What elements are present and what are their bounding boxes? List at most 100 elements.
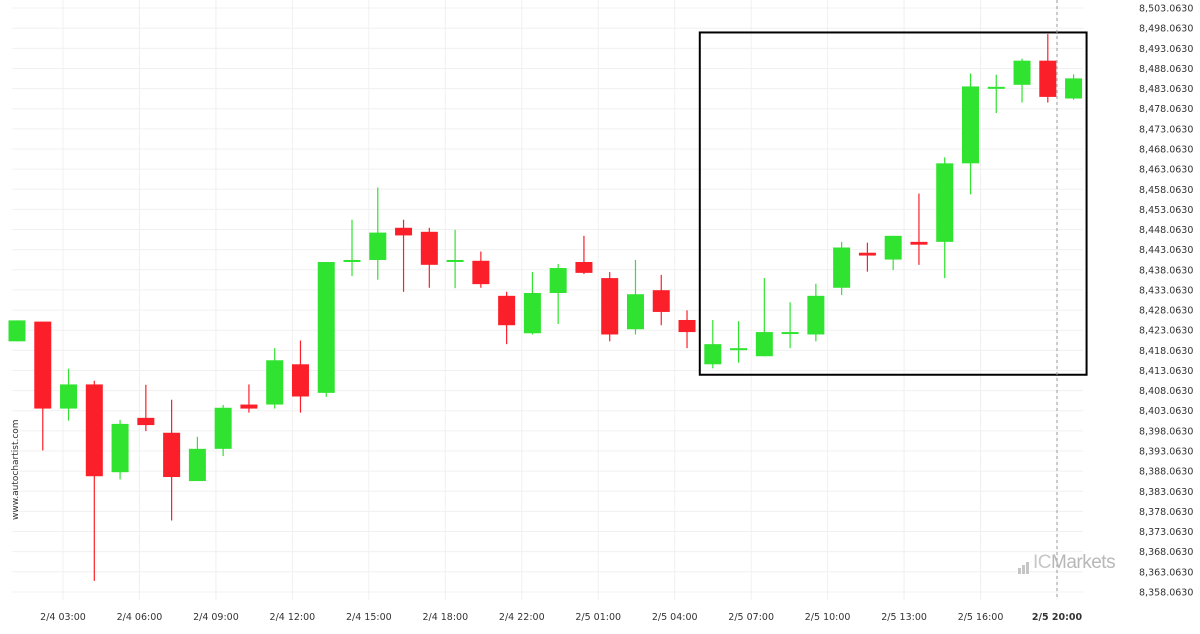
brand-ic: IC [1033,552,1052,573]
candle-body [85,384,103,477]
y-tick-label: 8,408.0630 [1139,386,1193,397]
candle [936,157,954,279]
candle-body [987,86,1005,89]
x-tick-label: 2/4 03:00 [40,612,86,623]
x-tick-label: 2/5 01:00 [575,612,621,623]
y-axis: 8,503.0630 8,498.0630 8,493.0630 8,488.0630… [1139,4,1193,599]
y-tick-label: 8,438.0630 [1139,265,1193,276]
y-tick-label: 8,473.0630 [1139,124,1193,135]
candle-body [317,261,335,393]
candle [910,193,928,265]
x-tick-label: 2/4 18:00 [422,612,468,623]
x-axis: 2/4 03:00 2/4 06:00 2/4 09:00 2/4 12:00 2/4 … [40,612,1082,623]
candle [523,272,541,335]
candle-body [395,227,413,236]
candle-body [137,417,155,426]
candle-body [369,232,387,260]
candle-body [601,278,619,335]
candle-body [678,319,696,333]
y-tick-label: 8,403.0630 [1139,406,1193,417]
candle-body [730,348,748,351]
candle [34,321,52,451]
candle-body [936,163,954,242]
y-tick-label: 8,368.0630 [1139,547,1193,558]
x-tick-label: 2/5 07:00 [728,612,774,623]
candle-body [8,320,26,342]
candle-body [1065,78,1083,99]
candle [961,73,979,195]
overlays [698,0,1088,600]
candle-body [807,295,825,335]
y-tick-label: 8,483.0630 [1139,84,1193,95]
y-tick-label: 8,398.0630 [1139,426,1193,437]
x-tick-label: 2/4 12:00 [270,612,316,623]
candle [111,419,129,480]
candle [1013,58,1031,103]
candle [343,219,361,277]
grid-lines [12,0,1083,600]
candle [833,241,851,296]
candle [652,274,670,326]
candle-body [781,332,799,335]
candle-body [704,344,722,365]
y-tick-label: 8,373.0630 [1139,527,1193,538]
bars-icon [1018,552,1030,574]
y-tick-label: 8,458.0630 [1139,185,1193,196]
candle [704,319,722,369]
candle-body [1013,60,1031,85]
candle-body [111,423,129,473]
candle-body [214,407,232,449]
candle-body [188,448,206,482]
y-tick-label: 8,428.0630 [1139,306,1193,317]
candle-body [833,247,851,288]
x-tick-label: 2/4 06:00 [117,612,163,623]
y-tick-label: 8,418.0630 [1139,346,1193,357]
icmarkets-logo: ICMarkets [1018,552,1116,574]
x-tick-label: 2/5 16:00 [958,612,1004,623]
y-tick-label: 8,463.0630 [1139,165,1193,176]
x-tick-label: 2/5 04:00 [652,612,698,623]
candle [317,261,335,397]
x-tick-label: 2/5 20:00 [1032,612,1083,623]
candle [8,320,26,342]
y-tick-label: 8,488.0630 [1139,64,1193,75]
candle-body [858,252,876,256]
x-tick-label: 2/4 15:00 [346,612,392,623]
y-tick-label: 8,433.0630 [1139,285,1193,296]
candle-body [652,290,670,312]
pattern-highlight-box [698,31,1088,376]
y-tick-label: 8,493.0630 [1139,44,1193,55]
candle-body [34,321,52,409]
candle [858,242,876,272]
candle-body [240,404,258,409]
candle [446,229,464,289]
x-tick-label: 2/5 13:00 [881,612,927,623]
y-tick-label: 8,393.0630 [1139,447,1193,458]
candle [884,235,902,271]
candle-body [446,259,464,262]
candle-body [420,231,438,265]
y-tick-label: 8,413.0630 [1139,366,1193,377]
x-tick-label: 2/4 09:00 [193,612,239,623]
candle [395,219,413,292]
candle-body [575,261,593,273]
candle-body [910,241,928,245]
y-tick-label: 8,443.0630 [1139,245,1193,256]
candle [498,291,516,345]
candles [8,34,1083,581]
candle-body [523,293,541,334]
y-tick-label: 8,453.0630 [1139,205,1193,216]
y-tick-label: 8,478.0630 [1139,104,1193,115]
candle [266,348,284,409]
candle [755,278,773,357]
y-tick-label: 8,363.0630 [1139,567,1193,578]
autochartist-watermark: www.autochartist.com [11,419,21,520]
candle [214,404,232,457]
candle [472,251,490,288]
x-tick-label: 2/4 22:00 [499,612,545,623]
candle-body [498,295,516,326]
y-tick-label: 8,423.0630 [1139,326,1193,337]
candle-body [60,384,78,409]
